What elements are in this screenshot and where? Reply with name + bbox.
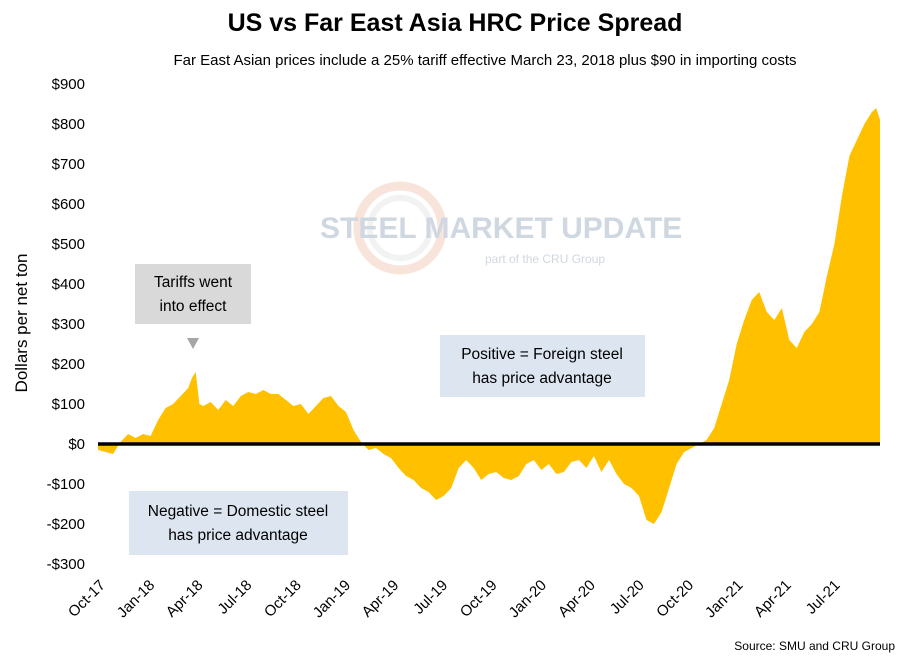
y-tick-label: $700 — [52, 156, 85, 173]
y-tick-label: -$200 — [47, 516, 85, 533]
y-tick-label: -$100 — [47, 476, 85, 493]
annotation-tariffs-line2: into effect — [160, 298, 228, 315]
x-tick-label: Jul-19 — [410, 577, 451, 618]
x-tick-label: Apr-19 — [359, 577, 403, 621]
annotation-positive-line1: Positive = Foreign steel — [461, 346, 623, 363]
x-tick-label: Jul-18 — [214, 577, 255, 618]
annotation-arrow-icon — [187, 338, 199, 349]
x-tick-label: Jul-20 — [607, 577, 648, 618]
annotation-tariffs-line1: Tariffs went — [154, 274, 233, 291]
x-tick-label: Jan-19 — [310, 577, 354, 621]
watermark-logo: STEEL MARKET UPDATE part of the CRU Grou… — [320, 181, 682, 275]
y-tick-label: $100 — [52, 396, 85, 413]
y-tick-label: $0 — [68, 436, 85, 453]
y-tick-label: $500 — [52, 236, 85, 253]
y-tick-label: $800 — [52, 116, 85, 133]
y-tick-label: -$300 — [47, 556, 85, 573]
x-tick-label: Oct-17 — [65, 577, 109, 621]
y-tick-label: $600 — [52, 196, 85, 213]
x-tick-label: Jan-20 — [506, 577, 550, 621]
x-tick-label: Jan-18 — [114, 577, 158, 621]
x-tick-label: Apr-20 — [555, 577, 599, 621]
annotation-negative-line1: Negative = Domestic steel — [148, 503, 328, 520]
x-tick-label: Oct-18 — [261, 577, 305, 621]
x-tick-label: Oct-20 — [653, 577, 697, 621]
annotation-positive: Positive = Foreign steel has price advan… — [440, 335, 645, 397]
y-tick-label: $900 — [52, 76, 85, 93]
watermark-tagline: part of the CRU Group — [485, 252, 605, 266]
annotation-tariffs: Tariffs went into effect — [135, 264, 251, 349]
y-axis-label: Dollars per net ton — [12, 254, 31, 393]
x-tick-label: Apr-21 — [751, 577, 795, 621]
x-tick-label: Jul-21 — [803, 577, 844, 618]
annotation-negative: Negative = Domestic steel has price adva… — [129, 491, 348, 555]
y-tick-label: $200 — [52, 356, 85, 373]
y-tick-label: $300 — [52, 316, 85, 333]
chart-subtitle: Far East Asian prices include a 25% tari… — [173, 52, 796, 69]
annotation-negative-line2: has price advantage — [168, 527, 308, 544]
series-area — [98, 108, 880, 524]
watermark-logo-text: STEEL MARKET UPDATE — [320, 212, 682, 245]
source-note: Source: SMU and CRU Group — [734, 639, 895, 653]
x-tick-label: Jan-21 — [702, 577, 746, 621]
x-tick-label: Oct-19 — [457, 577, 501, 621]
y-tick-label: $400 — [52, 276, 85, 293]
watermark-swoosh-icon — [353, 181, 447, 275]
x-tick-label: Apr-18 — [163, 577, 207, 621]
annotation-positive-line2: has price advantage — [472, 370, 612, 387]
chart-title: US vs Far East Asia HRC Price Spread — [228, 9, 683, 37]
